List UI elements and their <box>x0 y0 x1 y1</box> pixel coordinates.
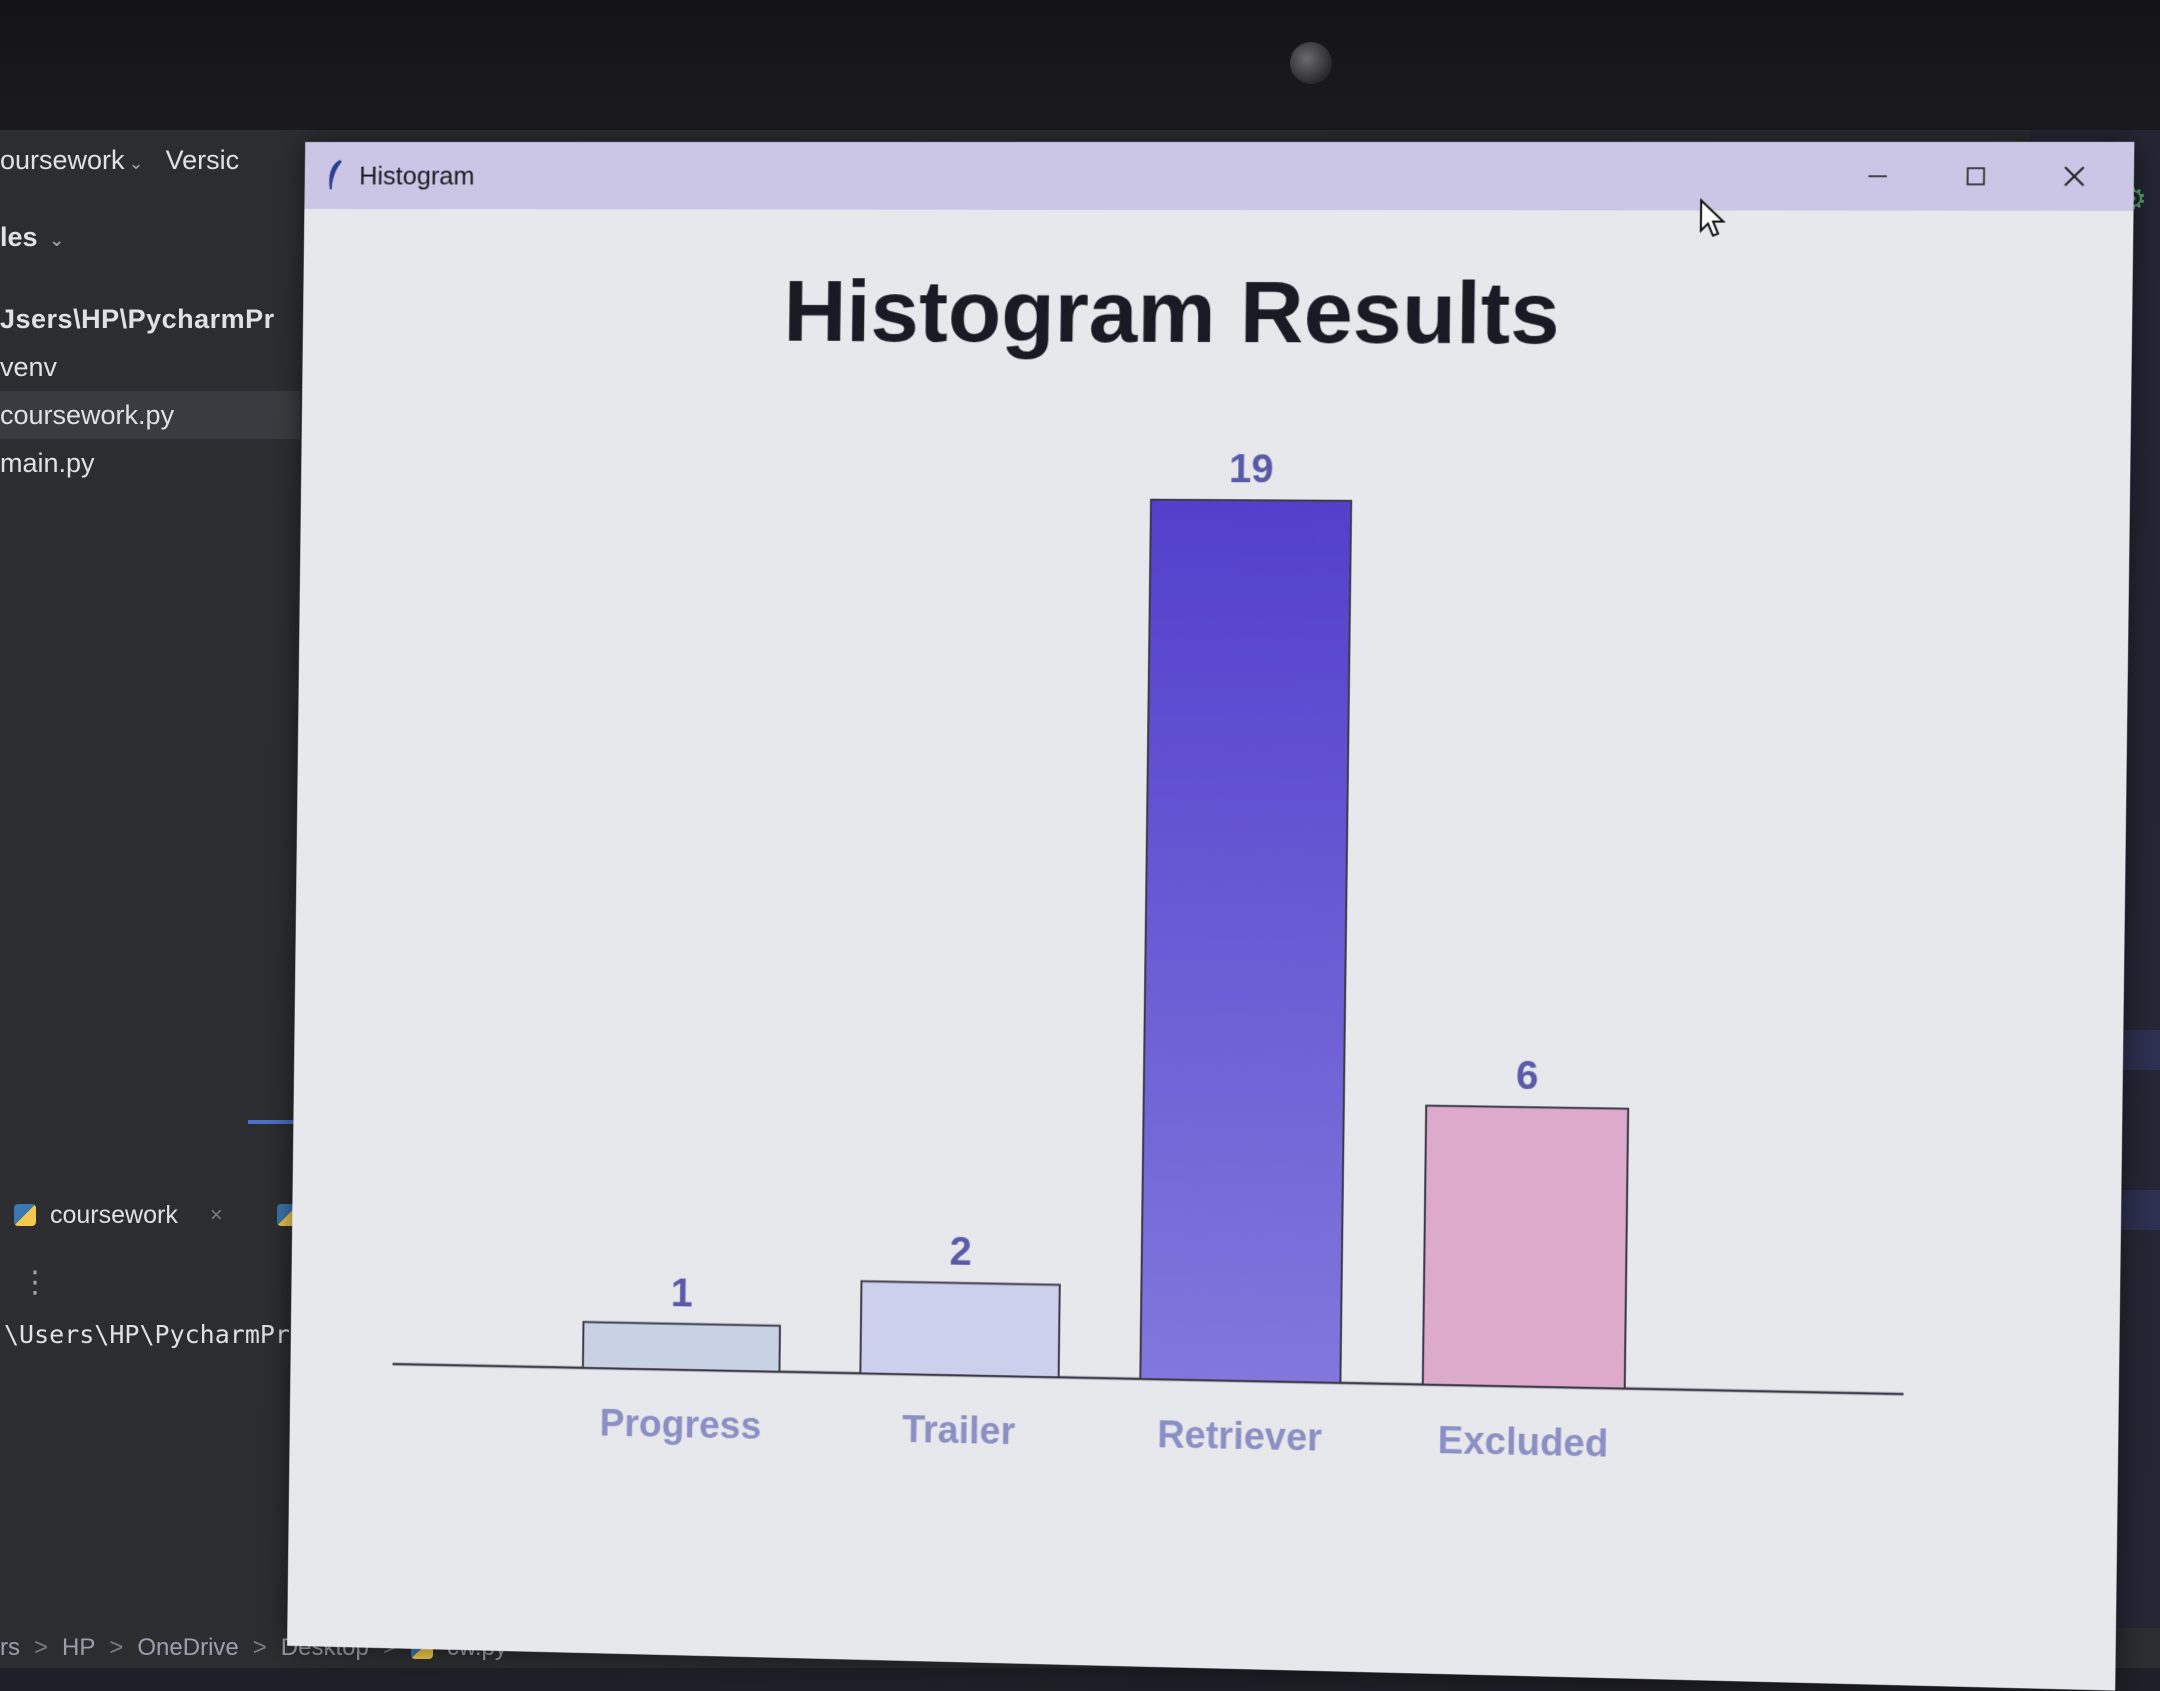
category-label: Trailer <box>902 1408 1016 1453</box>
category-label: Retriever <box>1157 1413 1323 1459</box>
category-labels-group: Progress Trailer Retriever Excluded <box>599 1402 1608 1465</box>
close-icon[interactable]: × <box>210 1202 223 1228</box>
value-label: 1 <box>671 1271 693 1315</box>
chevron-down-icon: ⌄ <box>49 230 64 250</box>
breadcrumb-separator: > <box>34 1634 48 1662</box>
laptop-bezel <box>0 0 2160 150</box>
value-labels-group: 1 2 19 6 <box>671 444 1547 1331</box>
ide-topbar: oursework⌄ Versic <box>0 130 300 190</box>
chart-title: Histogram Results <box>783 262 1560 363</box>
bar-retriever <box>1140 500 1351 1383</box>
webcam <box>1290 42 1332 84</box>
chevron-down-icon: ⌄ <box>129 153 144 173</box>
project-sidebar: oursework⌄ Versic les ⌄ Jsers\HP\Pycharm… <box>0 130 300 1668</box>
histogram-chart: Histogram Results 1 2 19 6 Progress Trailer R… <box>288 209 2134 1632</box>
maximize-icon <box>1964 165 1987 187</box>
value-label: 2 <box>950 1230 973 1275</box>
histogram-window: Histogram Histogram Results 1 2 19 6 Progre… <box>287 142 2134 1691</box>
version-control-selector[interactable]: Versic <box>166 145 240 176</box>
close-button[interactable] <box>2025 142 2124 211</box>
run-tabs: coursework × <box>0 1180 314 1250</box>
breadcrumb-item[interactable]: OneDrive <box>137 1634 238 1662</box>
mouse-cursor-icon <box>1699 198 1726 238</box>
maximize-button[interactable] <box>1926 142 2025 211</box>
bar-progress <box>583 1322 780 1372</box>
minimize-button[interactable] <box>1828 142 1927 211</box>
value-label: 19 <box>1229 447 1274 492</box>
minimize-icon <box>1866 165 1889 187</box>
tree-item-venv[interactable]: venv <box>0 343 300 391</box>
category-label: Excluded <box>1438 1419 1609 1465</box>
close-icon <box>2062 164 2087 188</box>
run-tab-coursework[interactable]: coursework <box>50 1201 178 1230</box>
value-label: 6 <box>1516 1053 1539 1098</box>
tree-item-main-py[interactable]: main.py <box>0 439 300 487</box>
breadcrumb-item[interactable]: rs <box>0 1634 20 1662</box>
bar-excluded <box>1423 1106 1628 1389</box>
chart-canvas: Histogram Results 1 2 19 6 Progress Trailer R… <box>287 209 2133 1691</box>
bars-group <box>583 497 1636 1389</box>
project-tree: Jsers\HP\PycharmPr venv coursework.py ma… <box>0 295 300 487</box>
bar-trailer <box>860 1281 1059 1377</box>
breadcrumb-item[interactable]: HP <box>62 1634 95 1662</box>
window-titlebar[interactable]: Histogram <box>304 142 2134 211</box>
category-label: Progress <box>599 1402 761 1447</box>
tree-item-root[interactable]: Jsers\HP\PycharmPr <box>0 295 300 343</box>
project-selector[interactable]: oursework⌄ <box>0 145 144 176</box>
python-icon <box>14 1204 36 1226</box>
tree-item-coursework-py[interactable]: coursework.py <box>0 391 300 439</box>
terminal-output: \Users\HP\PycharmPro <box>4 1320 305 1349</box>
breadcrumb-separator: > <box>253 1634 267 1662</box>
files-panel-header[interactable]: les ⌄ <box>0 222 64 253</box>
window-title: Histogram <box>359 160 475 191</box>
breadcrumb-separator: > <box>109 1634 123 1662</box>
more-options-icon[interactable]: ⋮ <box>20 1265 50 1300</box>
feather-icon <box>326 159 344 193</box>
